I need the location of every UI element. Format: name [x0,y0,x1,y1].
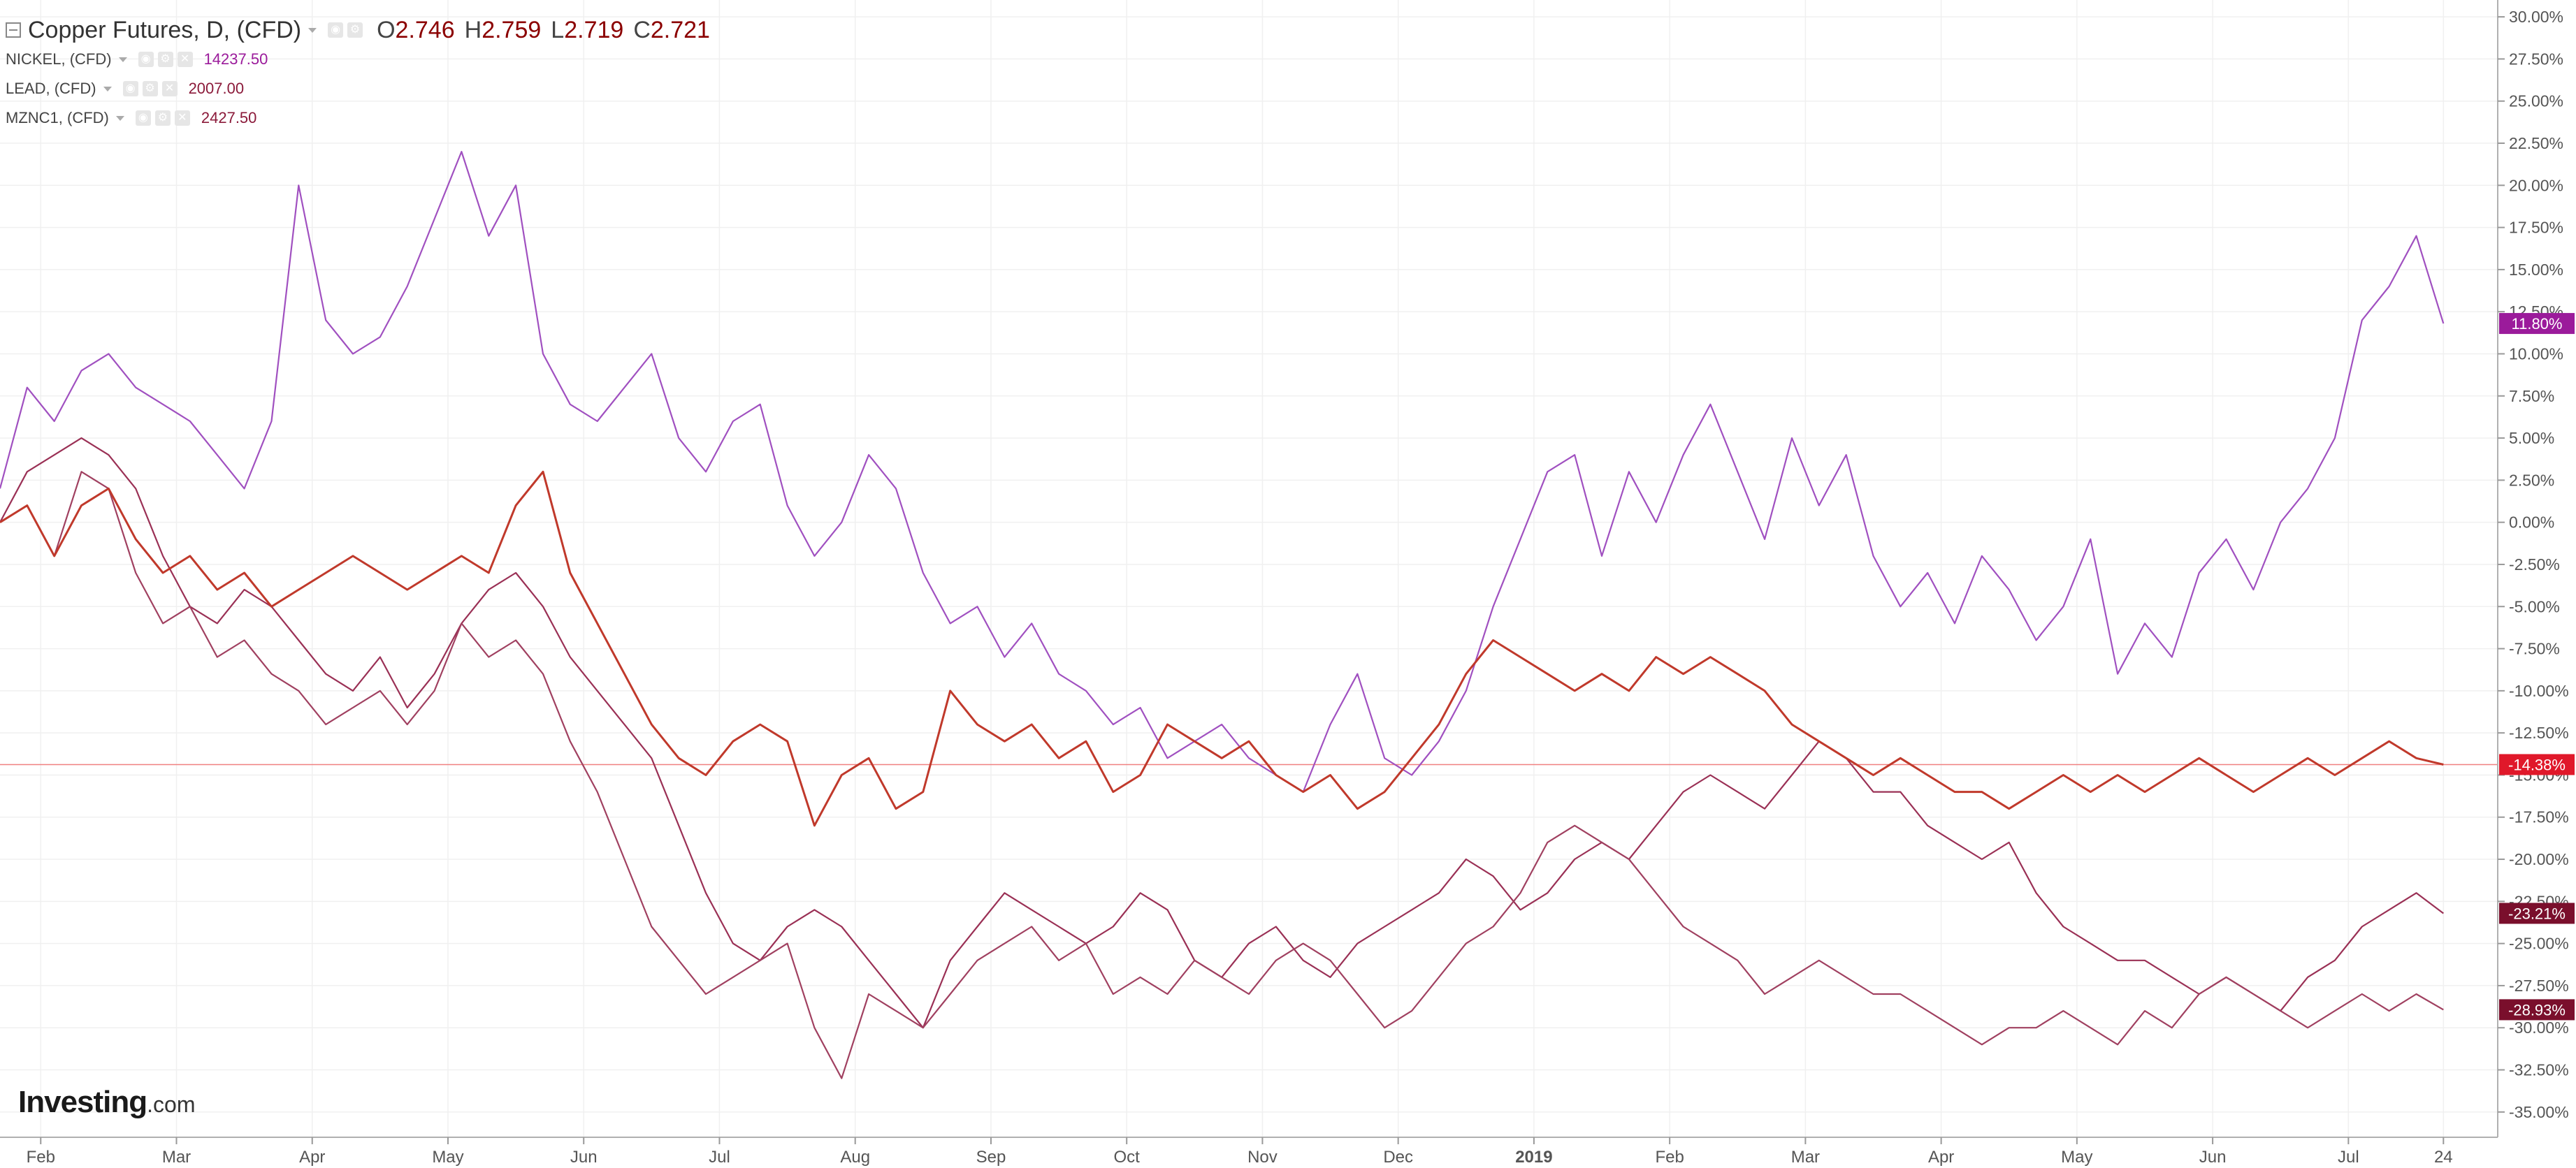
gear-icon[interactable]: ⚙ [154,110,171,126]
y-tick-label: -5.00% [2509,597,2560,615]
grid-lines [0,0,2498,1137]
x-tick-label: Dec [1383,1148,1413,1167]
close-icon[interactable]: ✕ [177,52,193,67]
y-tick-label: -25.00% [2509,935,2569,953]
gear-icon[interactable]: ⚙ [157,52,173,67]
gear-icon[interactable]: ⚙ [142,81,158,96]
x-tick-label: Mar [162,1148,191,1167]
eye-icon[interactable]: ◉ [122,81,138,96]
last-value-label: -23.21% [2508,905,2566,922]
collapse-icon[interactable] [6,22,21,38]
series-label-lead[interactable]: LEAD, (CFD) [6,80,96,97]
y-tick-label: -17.50% [2509,808,2569,826]
legend: Copper Futures, D, (CFD) ◉ ⚙ O 2.746 H 2.7… [6,15,710,133]
open-value: 2.746 [395,16,455,43]
last-value-labels: 11.80% -23.21% -28.93% -14.38% [2499,313,2575,1021]
y-tick-label: -7.50% [2509,640,2560,658]
x-tick-label: Jul [709,1148,730,1167]
main-series-label[interactable]: Copper Futures, D, (CFD) [28,16,302,43]
chevron-down-icon[interactable] [308,27,317,33]
low-value: 2.719 [564,16,624,43]
x-tick-label: May [432,1148,463,1167]
close-value: 2.721 [650,16,710,43]
open-label: O [377,16,396,43]
x-tick-label: Apr [1928,1148,1954,1167]
x-tick-label: 24 [2434,1148,2453,1167]
y-tick-label: -27.50% [2509,977,2569,995]
y-tick-label: 22.50% [2509,134,2563,152]
x-tick-label: Feb [1655,1148,1684,1167]
chevron-down-icon[interactable] [115,115,124,121]
logo-suffix: .com [147,1092,196,1117]
x-tick-label: Jun [2199,1148,2227,1167]
x-tick-label: Aug [840,1148,870,1167]
x-tick-label: 2019 [1515,1148,1552,1167]
y-tick-label: 7.50% [2509,387,2554,405]
y-tick-label: 25.00% [2509,92,2563,110]
high-label: H [464,16,482,43]
y-tick-label: -20.00% [2509,850,2569,868]
last-value-badge [2499,754,2575,775]
y-tick-label: 17.50% [2509,219,2563,237]
y-tick-label: -10.00% [2509,682,2569,700]
y-tick-label: 30.00% [2509,8,2563,26]
y-tick-label: -35.00% [2509,1103,2569,1121]
low-label: L [551,16,565,43]
logo-main: Investing [18,1085,147,1119]
x-tick-label: Mar [1791,1148,1820,1167]
eye-icon[interactable]: ◉ [135,110,151,126]
y-tick-label: 15.00% [2509,261,2563,279]
series-label-mznc1[interactable]: MZNC1, (CFD) [6,109,109,126]
gear-icon[interactable]: ⚙ [347,22,363,38]
eye-icon[interactable]: ◉ [328,22,344,38]
series-value-mznc1: 2427.50 [201,109,257,126]
series-line-3 [0,470,2444,827]
x-tick-label: May [2061,1148,2092,1167]
last-value-badge [2499,999,2575,1021]
y-tick-label: 0.00% [2509,513,2554,532]
series-label-nickel[interactable]: NICKEL, (CFD) [6,50,112,68]
chevron-down-icon[interactable] [118,57,127,62]
x-tick-label: Sep [976,1148,1006,1167]
x-tick-label: Jul [2338,1148,2359,1167]
series-line-2 [0,471,2444,1079]
y-tick-label: 5.00% [2509,429,2554,447]
mznc1-row: MZNC1, (CFD) ◉ ⚙ ✕ 2427.50 [6,103,710,133]
investing-logo: Investing.com [18,1085,196,1120]
last-value-badge [2499,903,2575,924]
main-series-row: Copper Futures, D, (CFD) ◉ ⚙ O 2.746 H 2.7… [6,15,710,45]
last-value-label: -14.38% [2508,756,2566,773]
x-tick-label: Nov [1247,1148,1278,1167]
x-tick-label: Feb [27,1148,55,1167]
last-value-label: 11.80% [2512,315,2563,333]
y-tick-label: 27.50% [2509,50,2563,68]
y-tick-label: -32.50% [2509,1061,2569,1079]
lead-row: LEAD, (CFD) ◉ ⚙ ✕ 2007.00 [6,74,710,103]
last-value-badge [2499,313,2575,335]
series-value-lead: 2007.00 [188,80,245,97]
x-tick-label: Apr [299,1148,325,1167]
x-axis-ticks[interactable]: Feb Mar Apr May Jun Jul Aug Sep Oct Nov Dec 2019 Feb… [27,1137,2453,1167]
y-tick-label: 20.00% [2509,176,2563,194]
close-icon[interactable]: ✕ [161,81,178,96]
series-value-nickel: 14237.50 [203,50,268,68]
x-tick-label: Oct [1114,1148,1141,1167]
y-tick-label: -12.50% [2509,724,2569,742]
series-line-0 [0,151,2445,793]
high-value: 2.759 [482,16,542,43]
series-layer [0,151,2445,1079]
y-tick-label: 10.00% [2509,344,2563,363]
close-icon[interactable]: ✕ [174,110,190,126]
x-tick-label: Jun [570,1148,598,1167]
close-label: C [633,16,651,43]
y-tick-label: -2.50% [2509,555,2560,574]
nickel-row: NICKEL, (CFD) ◉ ⚙ ✕ 14237.50 [6,45,710,74]
y-axis-ticks[interactable]: 30.00% 27.50% 25.00% 22.50% 20.00% 17.50% 15.0… [2498,8,2569,1121]
y-tick-label: 2.50% [2509,471,2554,489]
y-tick-label: -30.00% [2509,1019,2569,1037]
chevron-down-icon[interactable] [103,86,112,92]
last-value-label: -28.93% [2508,1001,2566,1019]
eye-icon[interactable]: ◉ [138,52,154,67]
